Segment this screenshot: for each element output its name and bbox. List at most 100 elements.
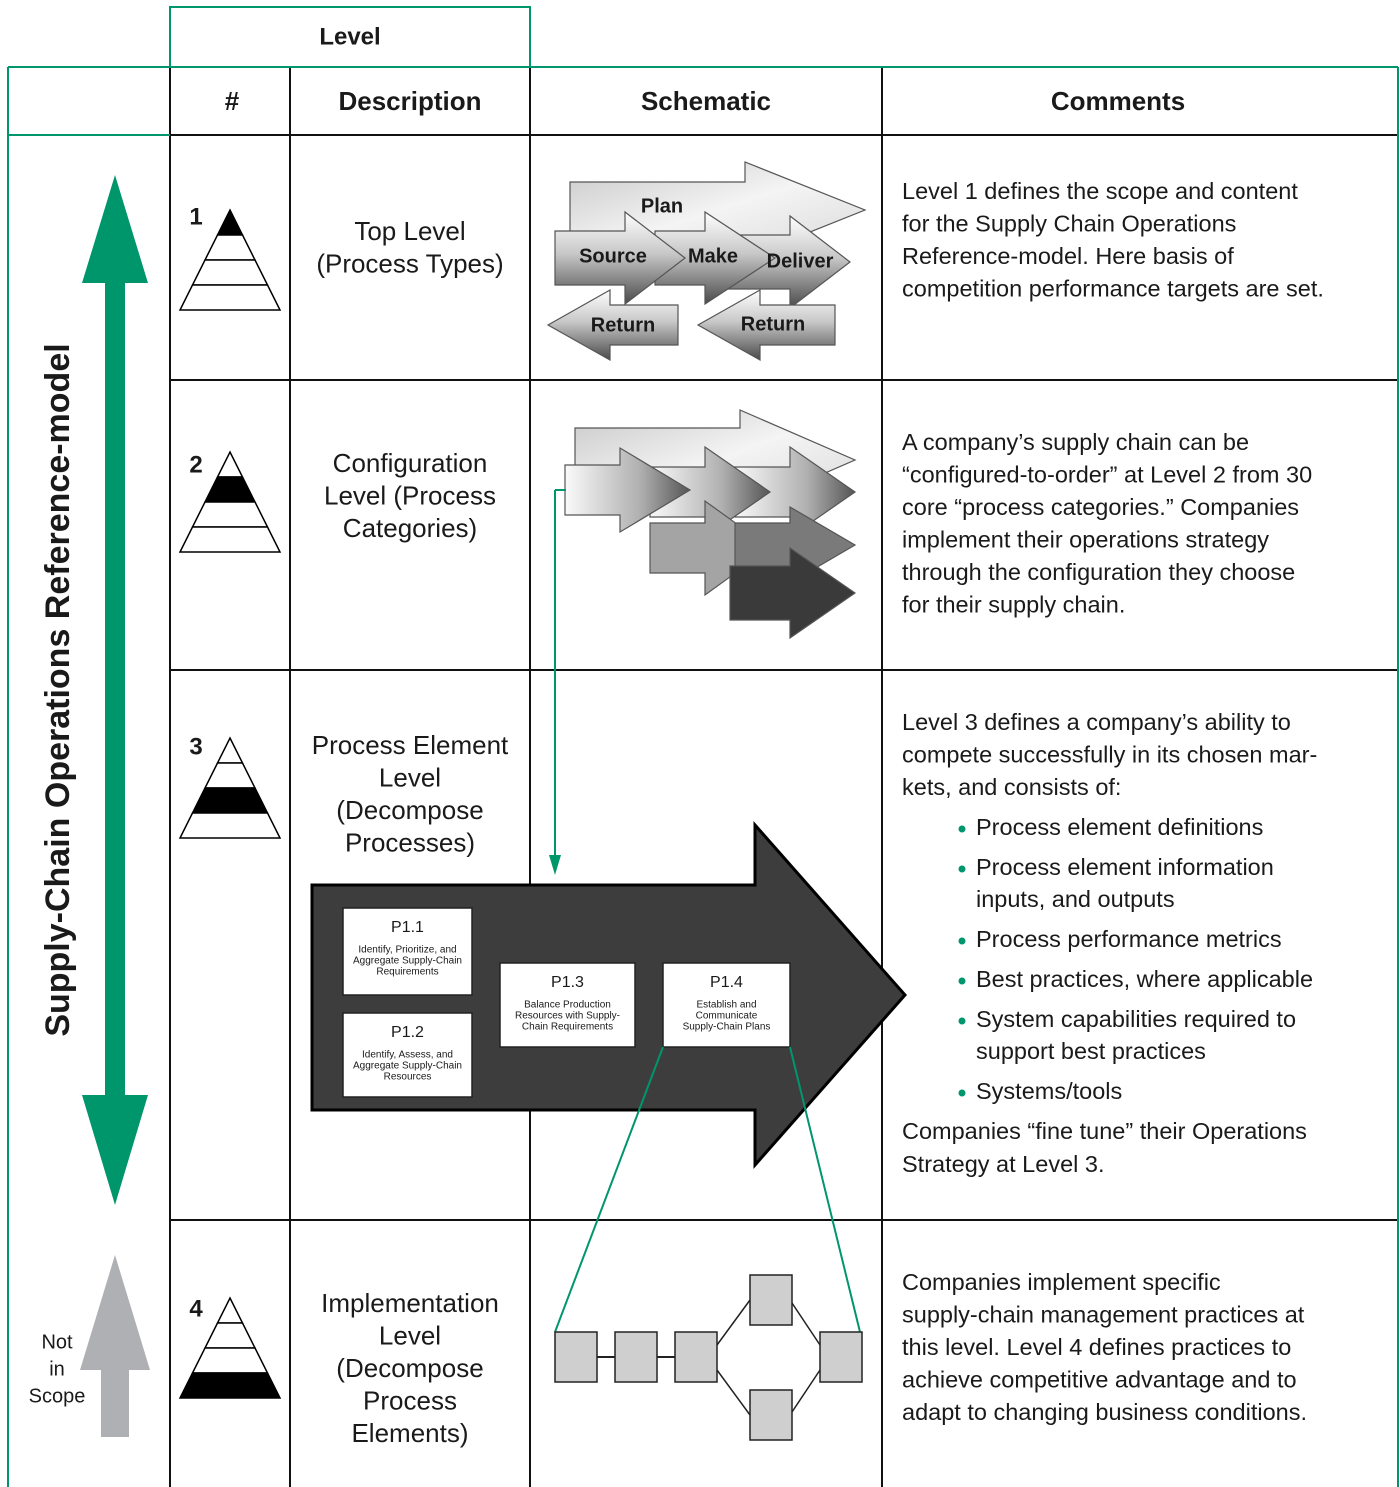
scope-arrow [82,175,148,1205]
process-element-box [342,1012,473,1098]
column-header: # [225,86,240,116]
process-label: Return [741,313,805,335]
link [789,1369,821,1416]
level-description: (Process Types) [316,248,503,278]
comment-line: supply-chain management practices at [902,1302,1305,1328]
bullet-text: Process performance metrics [976,926,1282,952]
process-element-box [662,962,791,1048]
column-header: Comments [1051,86,1185,116]
level-number: 1 [189,203,202,230]
level-description: Process Element [312,730,509,760]
level-description: Process [363,1385,457,1415]
process-element-label: Supply-Chain Plans [683,1022,771,1033]
column-header: Schematic [641,86,771,116]
out-of-scope-label: Not [41,1331,73,1353]
task-box [674,1331,718,1383]
level-number: 3 [189,733,202,760]
process-element-id: P1.3 [551,974,584,991]
pyramid-band [178,812,282,839]
return-arrow [696,288,836,362]
comment-line: implement their operations strategy [902,527,1269,553]
pyramid-band [191,259,269,286]
pyramid-band [178,526,282,553]
level-description: Elements) [351,1418,468,1448]
process-element-id: P1.1 [391,919,424,936]
process-element-label: Establish and [696,1000,756,1011]
level-description: Level [379,762,441,792]
pyramid-band [203,476,257,503]
comment-line: Reference-model. Here basis of [902,243,1234,269]
task-box [614,1331,658,1383]
comment-line: “configured-to-order” at Level 2 from 30 [902,462,1312,488]
bullet [958,825,966,833]
pyramid-band [191,501,269,528]
level-description: Processes) [345,827,475,857]
side-label: Supply-Chain Operations Reference-model [39,343,77,1036]
bullet [958,977,966,985]
make-arrow [654,210,777,306]
pyramid-band [178,284,282,311]
process-label: Plan [641,195,683,217]
comment-line: kets, and consists of: [902,774,1121,800]
pyramid-band [203,762,257,789]
process-element-label: Aggregate Supply-Chain [353,956,462,967]
level-description: Categories) [343,513,477,543]
pyramid-band [216,736,244,764]
process-element-id: P1.2 [391,1024,424,1041]
task-box [554,1331,598,1383]
comment-line: achieve competitive advantage and to [902,1367,1297,1393]
level-description: Configuration [333,448,488,478]
task-box [749,1389,793,1441]
bullet-text: Process element definitions [976,814,1263,840]
comment-line: competition performance targets are set. [902,276,1324,302]
zoom-line [554,1046,664,1333]
return-arrow [546,288,679,362]
task-box [819,1331,863,1383]
comment-line: Companies “fine tune” their Operations [902,1118,1307,1144]
process-label: Make [688,245,738,267]
deliver-arrow [721,214,851,310]
source-arrow [554,210,686,306]
bullet-text: inputs, and outputs [976,886,1175,912]
comment-line: Strategy at Level 3. [902,1151,1104,1177]
process-element-id: P1.4 [710,974,743,991]
process-label: Deliver [767,250,834,272]
comment-line: A company’s supply chain can be [902,429,1249,455]
bullet [958,1017,966,1025]
process-element-label: Aggregate Supply-Chain [353,1061,462,1072]
out-of-scope-label: in [49,1358,65,1380]
pyramid-band [216,450,244,478]
pyramid-band [191,787,269,814]
bullet-text: Process element information [976,854,1274,880]
comment-line: for the Supply Chain Operations [902,211,1236,237]
link [789,1299,821,1346]
level-description: (Decompose [336,795,483,825]
process-element-label: Resources [384,1072,432,1083]
link [716,1299,751,1346]
comment-line: for their supply chain. [902,592,1125,618]
pyramid-band [178,1372,282,1399]
connector-head [549,855,561,875]
comment-line: through the configuration they choose [902,559,1295,585]
process-element-box [499,962,636,1048]
process-element-label: Chain Requirements [522,1022,613,1033]
bullet-text: support best practices [976,1038,1206,1064]
process-element-label: Resources with Supply- [515,1011,620,1022]
level-description: (Decompose [336,1353,483,1383]
bullet-text: System capabilities required to [976,1006,1296,1032]
side-column-bg [9,136,169,1487]
level-description: Level (Process [324,480,496,510]
bullet [958,865,966,873]
process-label: Source [579,245,647,267]
process-element-label: Requirements [376,967,438,978]
zoom-line [789,1046,861,1333]
comment-line: this level. Level 4 defines practices to [902,1334,1291,1360]
out-of-scope-label: Scope [29,1385,86,1407]
process-element-label: Identify, Assess, and [362,1050,453,1061]
config-arrow [729,546,857,640]
pyramid-band [203,234,257,261]
comment-line: Companies implement specific [902,1269,1221,1295]
comment-line: adapt to changing business conditions. [902,1399,1307,1425]
